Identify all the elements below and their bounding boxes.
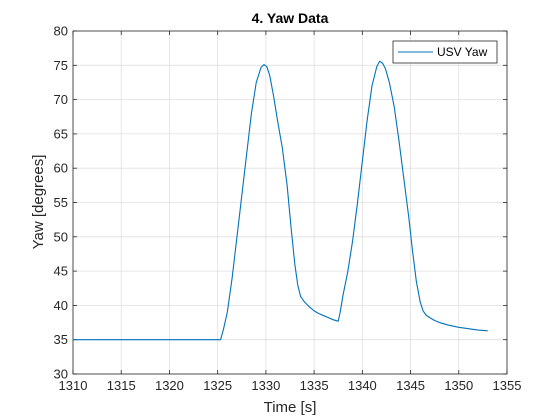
x-tick-label: 1340: [348, 378, 377, 393]
series-layer: [73, 60, 488, 341]
y-tick-label: 55: [54, 195, 68, 210]
x-tick-label: 1345: [396, 378, 425, 393]
x-tick-label: 1350: [444, 378, 473, 393]
y-tick-label: 65: [54, 126, 68, 141]
x-tick-label: 1315: [107, 378, 136, 393]
series-line-usv-yaw: [73, 60, 488, 341]
x-tick-label: 1320: [155, 378, 184, 393]
legend-box: [392, 40, 498, 64]
y-tick-label: 50: [54, 229, 68, 244]
x-tick-label: 1355: [493, 378, 522, 393]
chart-title: 4. Yaw Data: [252, 10, 329, 26]
x-tick-label: 1335: [300, 378, 329, 393]
x-tick-label: 1330: [251, 378, 280, 393]
x-tick-labels: 1310 1315 1320 1325 1330 1335 1340 1345 1350 1355: [59, 378, 522, 393]
y-tick-label: 80: [54, 24, 68, 39]
x-tick-label: 1325: [203, 378, 232, 393]
y-tick-label: 70: [54, 92, 68, 107]
y-tick-labels: 30 35 40 45 50 55 60 65 70 75 80: [54, 24, 68, 382]
y-tick-label: 60: [54, 161, 68, 176]
legend-label-usv-yaw: USV Yaw: [437, 45, 488, 59]
x-axis-label: Time [s]: [264, 399, 317, 416]
legend: USV Yaw: [392, 40, 498, 64]
y-tick-label: 30: [54, 367, 68, 382]
y-tick-label: 45: [54, 264, 68, 279]
y-tick-label: 40: [54, 298, 68, 313]
y-tick-label: 75: [54, 58, 68, 73]
y-tick-label: 35: [54, 332, 68, 347]
y-axis-label: Yaw [degrees]: [30, 155, 47, 250]
tick-marks: [72, 30, 508, 375]
x-tick-label: 1310: [59, 378, 88, 393]
